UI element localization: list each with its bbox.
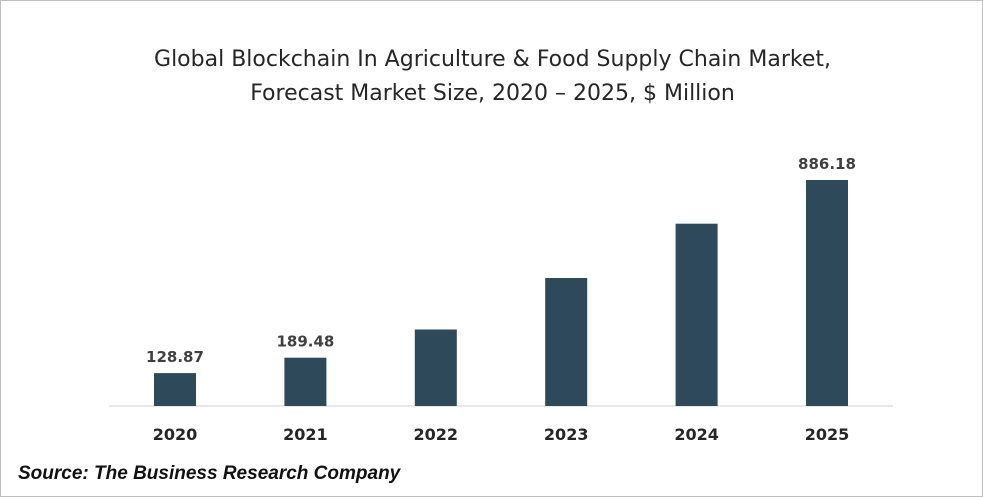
- x-tick-label-2025: 2025: [805, 425, 850, 444]
- bar-2025: [806, 180, 848, 406]
- data-label-2025: 886.18: [798, 155, 856, 173]
- bar-2023: [545, 278, 588, 406]
- bar-chart: 2020 128.87 2021 189.48 2022 2023 2024 2025 886.…: [109, 155, 893, 444]
- chart-title: Global Blockchain In Agriculture & Food …: [1, 43, 983, 111]
- data-label-2020: 128.87: [146, 348, 204, 366]
- x-tick-label-2023: 2023: [544, 425, 589, 444]
- x-tick-label-2020: 2020: [153, 425, 198, 444]
- x-tick-label-2021: 2021: [283, 425, 328, 444]
- chart-title-line-2: Forecast Market Size, 2020 – 2025, $ Mil…: [250, 81, 735, 106]
- bar-2024: [675, 223, 718, 406]
- bar-2021: [284, 357, 327, 406]
- source-note: Source: The Business Research Company: [18, 463, 401, 484]
- data-label-2021: 189.48: [276, 333, 334, 351]
- bar-2022: [414, 329, 457, 406]
- x-tick-label-2022: 2022: [414, 425, 459, 444]
- bar-2020: [154, 373, 196, 406]
- chart-title-line-1: Global Blockchain In Agriculture & Food …: [154, 47, 831, 72]
- x-tick-label-2024: 2024: [674, 425, 719, 444]
